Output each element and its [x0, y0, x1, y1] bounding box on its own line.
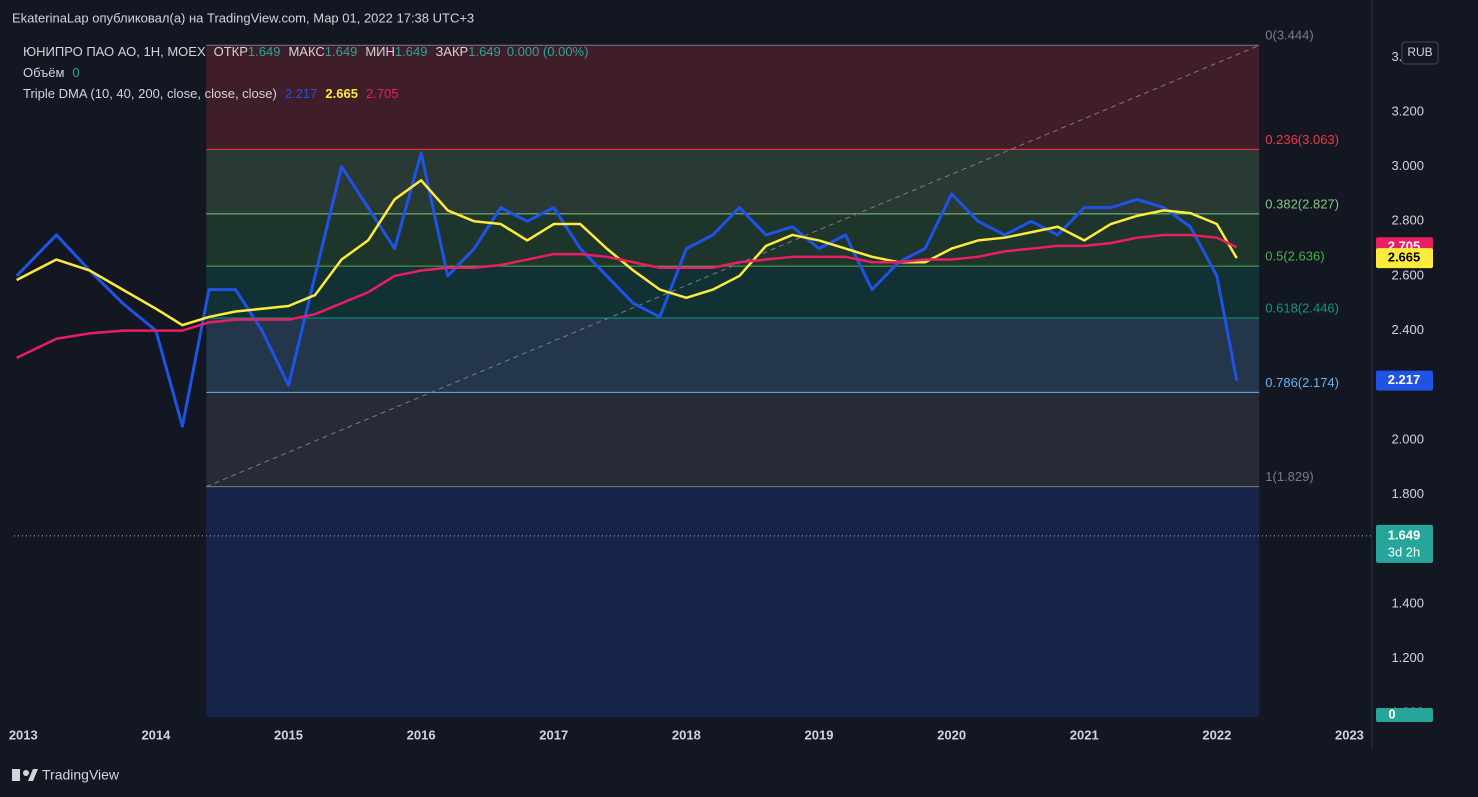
dma-line [16, 179, 1238, 327]
x-tick-label: 2013 [9, 727, 38, 742]
fib-trend [206, 44, 1260, 488]
ohlc-label: ОТКР [214, 44, 248, 59]
dma-line [16, 233, 1238, 360]
y-tick-label: 1.200 [1391, 650, 1424, 665]
plot: 0(3.444) 0.236(3.063) 0.382(2.827) 0.5(2.63… [15, 28, 1339, 717]
x-tick-label: 2017 [539, 727, 568, 742]
fib-label: 0.236(3.063) [1265, 132, 1339, 147]
fib-label: 0.786(2.174) [1265, 375, 1339, 390]
symbol: ЮНИПРО ПАО АО, 1H, MOEX [23, 44, 206, 59]
ohlc-label: ЗАКР [435, 44, 468, 59]
fib-band [206, 45, 1260, 150]
price-badge-bg [1376, 370, 1433, 391]
ohlc-label: МАКС [288, 44, 324, 59]
ohlc-label: МИН [365, 44, 395, 59]
y-tick-label: 1.400 [1391, 595, 1424, 610]
y-tick-label: 2.600 [1391, 267, 1424, 282]
header: EkaterinaLap опубликовал(а) на TradingVi… [12, 10, 474, 25]
fib-band [206, 266, 1260, 319]
fib-label: 1(1.829) [1265, 469, 1313, 484]
y-tick-label: 2.800 [1391, 213, 1424, 228]
countdown: 3d 2h [1388, 544, 1421, 559]
ohlc-value: 1.649 [395, 44, 428, 59]
change: 0.000 (0.00%) [507, 44, 589, 59]
x-tick-label: 2022 [1202, 727, 1231, 742]
currency-bg [1401, 41, 1439, 65]
volume-label: Объём [23, 65, 64, 80]
fib-label: 0.5(2.636) [1265, 249, 1324, 264]
legend-row: Объём 0 [23, 65, 80, 80]
indicator-value: 2.217 [285, 86, 318, 101]
y-tick-label: 2.000 [1391, 431, 1424, 446]
last-price-badge: 1.649 [1388, 527, 1421, 542]
ohlc-value: 1.649 [248, 44, 281, 59]
fib-band [206, 486, 1260, 717]
footer-logo-text: TradingView [42, 767, 120, 783]
x-tick-label: 2020 [937, 727, 966, 742]
y-tick-label: 3.200 [1391, 103, 1424, 118]
fib-band [206, 392, 1260, 487]
fib-band [206, 318, 1260, 393]
fib-label: 0.382(2.827) [1265, 196, 1339, 211]
ohlc-value: 1.649 [325, 44, 358, 59]
x-tick-label: 2018 [672, 727, 701, 742]
ohlc-value: 1.649 [468, 44, 501, 59]
volume-badge-bg [1376, 708, 1433, 722]
price-badge: 2.217 [1388, 372, 1421, 387]
y-tick-label: 2.400 [1391, 322, 1424, 337]
volume-badge: 0 [1388, 706, 1395, 721]
legend-row: ЮНИПРО ПАО АО, 1H, MOEX ОТКР1.649 МАКС1.64… [23, 44, 588, 59]
x-tick-label: 2014 [141, 727, 171, 742]
logo [12, 769, 38, 781]
currency: RUB [1407, 45, 1432, 59]
y-tick-label: 1.800 [1391, 486, 1424, 501]
fib-label: 0.618(2.446) [1265, 300, 1339, 315]
last-price-badge-bg [1376, 524, 1433, 563]
fib-label: 0(3.444) [1265, 28, 1313, 43]
y-tick-label: 3.000 [1391, 158, 1424, 173]
x-tick-label: 2023 [1335, 727, 1364, 742]
x-tick-label: 2016 [407, 727, 436, 742]
volume-value: 0 [72, 65, 79, 80]
indicator: Triple DMA (10, 40, 200, close, close, c… [23, 86, 277, 101]
legend-row: Triple DMA (10, 40, 200, close, close, c… [23, 86, 399, 101]
fib-band [206, 213, 1260, 267]
price-badge: 2.665 [1388, 250, 1421, 265]
x-tick-label: 2021 [1070, 727, 1099, 742]
price-badge-bg [1376, 248, 1433, 269]
x-tick-label: 2015 [274, 727, 303, 742]
x-tick-label: 2019 [805, 727, 834, 742]
indicator-value: 2.665 [325, 86, 358, 101]
indicator-value: 2.705 [366, 86, 399, 101]
fib-band [206, 149, 1260, 214]
